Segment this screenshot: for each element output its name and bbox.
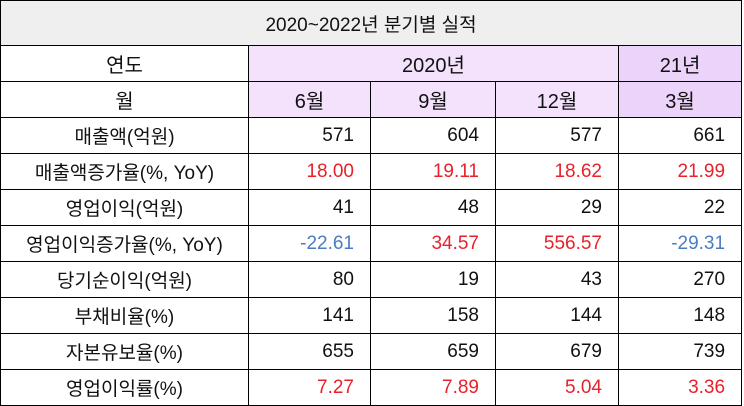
month-header-row: 월 6월 9월 12월 3월 bbox=[0, 81, 743, 118]
value-cell: 739 bbox=[617, 333, 743, 370]
value-cell: 48 bbox=[370, 189, 496, 226]
table-title: 2020~2022년 분기별 실적 bbox=[0, 0, 743, 46]
row-label: 매출액증가율(%, YoY) bbox=[0, 153, 249, 190]
value-cell: 80 bbox=[248, 261, 371, 298]
value-cell: 7.27 bbox=[248, 369, 371, 406]
month-header: 3월 bbox=[617, 81, 743, 118]
month-header: 9월 bbox=[370, 81, 496, 118]
value-cell: 5.04 bbox=[495, 369, 619, 406]
table-row: 자본유보율(%) 655 659 679 739 bbox=[0, 333, 743, 370]
row-label: 영업이익증가율(%, YoY) bbox=[0, 225, 249, 262]
row-label: 부채비율(%) bbox=[0, 297, 249, 334]
table-row: 매출액증가율(%, YoY) 18.00 19.11 18.62 21.99 bbox=[0, 153, 743, 190]
month-header: 12월 bbox=[495, 81, 619, 118]
value-cell: 7.89 bbox=[370, 369, 496, 406]
value-cell: 18.62 bbox=[495, 153, 619, 190]
row-label: 영업이익률(%) bbox=[0, 369, 249, 406]
value-cell: 655 bbox=[248, 333, 371, 370]
value-cell: -29.31 bbox=[617, 225, 743, 262]
value-cell: 604 bbox=[370, 117, 496, 154]
table-row: 영업이익증가율(%, YoY) -22.61 34.57 556.57 -29.31 bbox=[0, 225, 743, 262]
value-cell: 571 bbox=[248, 117, 371, 154]
value-cell: 679 bbox=[495, 333, 619, 370]
table-row: 부채비율(%) 141 158 144 148 bbox=[0, 297, 743, 334]
value-cell: 19 bbox=[370, 261, 496, 298]
table-row: 매출액(억원) 571 604 577 661 bbox=[0, 117, 743, 154]
value-cell: 29 bbox=[495, 189, 619, 226]
row-label: 자본유보율(%) bbox=[0, 333, 249, 370]
row-label: 영업이익(억원) bbox=[0, 189, 249, 226]
table-row: 당기순이익(억원) 80 19 43 270 bbox=[0, 261, 743, 298]
row-label: 매출액(억원) bbox=[0, 117, 249, 154]
year-header-row: 연도 2020년 21년 bbox=[0, 45, 743, 82]
value-cell: 144 bbox=[495, 297, 619, 334]
row-label: 당기순이익(억원) bbox=[0, 261, 249, 298]
year-label: 연도 bbox=[0, 45, 249, 82]
title-row: 2020~2022년 분기별 실적 bbox=[0, 0, 743, 46]
value-cell: 661 bbox=[617, 117, 743, 154]
value-cell: 19.11 bbox=[370, 153, 496, 190]
value-cell: 41 bbox=[248, 189, 371, 226]
year-2020-header: 2020년 bbox=[248, 45, 619, 82]
value-cell: 577 bbox=[495, 117, 619, 154]
value-cell: 556.57 bbox=[495, 225, 619, 262]
year-2021-header: 21년 bbox=[617, 45, 743, 82]
value-cell: 659 bbox=[370, 333, 496, 370]
value-cell: 148 bbox=[617, 297, 743, 334]
value-cell: 141 bbox=[248, 297, 371, 334]
value-cell: 3.36 bbox=[617, 369, 743, 406]
value-cell: 21.99 bbox=[617, 153, 743, 190]
table-row: 영업이익(억원) 41 48 29 22 bbox=[0, 189, 743, 226]
value-cell: 43 bbox=[495, 261, 619, 298]
value-cell: 158 bbox=[370, 297, 496, 334]
value-cell: 270 bbox=[617, 261, 743, 298]
month-header: 6월 bbox=[248, 81, 371, 118]
value-cell: -22.61 bbox=[248, 225, 371, 262]
value-cell: 18.00 bbox=[248, 153, 371, 190]
value-cell: 34.57 bbox=[370, 225, 496, 262]
month-label: 월 bbox=[0, 81, 249, 118]
table-row: 영업이익률(%) 7.27 7.89 5.04 3.36 bbox=[0, 369, 743, 406]
value-cell: 22 bbox=[617, 189, 743, 226]
